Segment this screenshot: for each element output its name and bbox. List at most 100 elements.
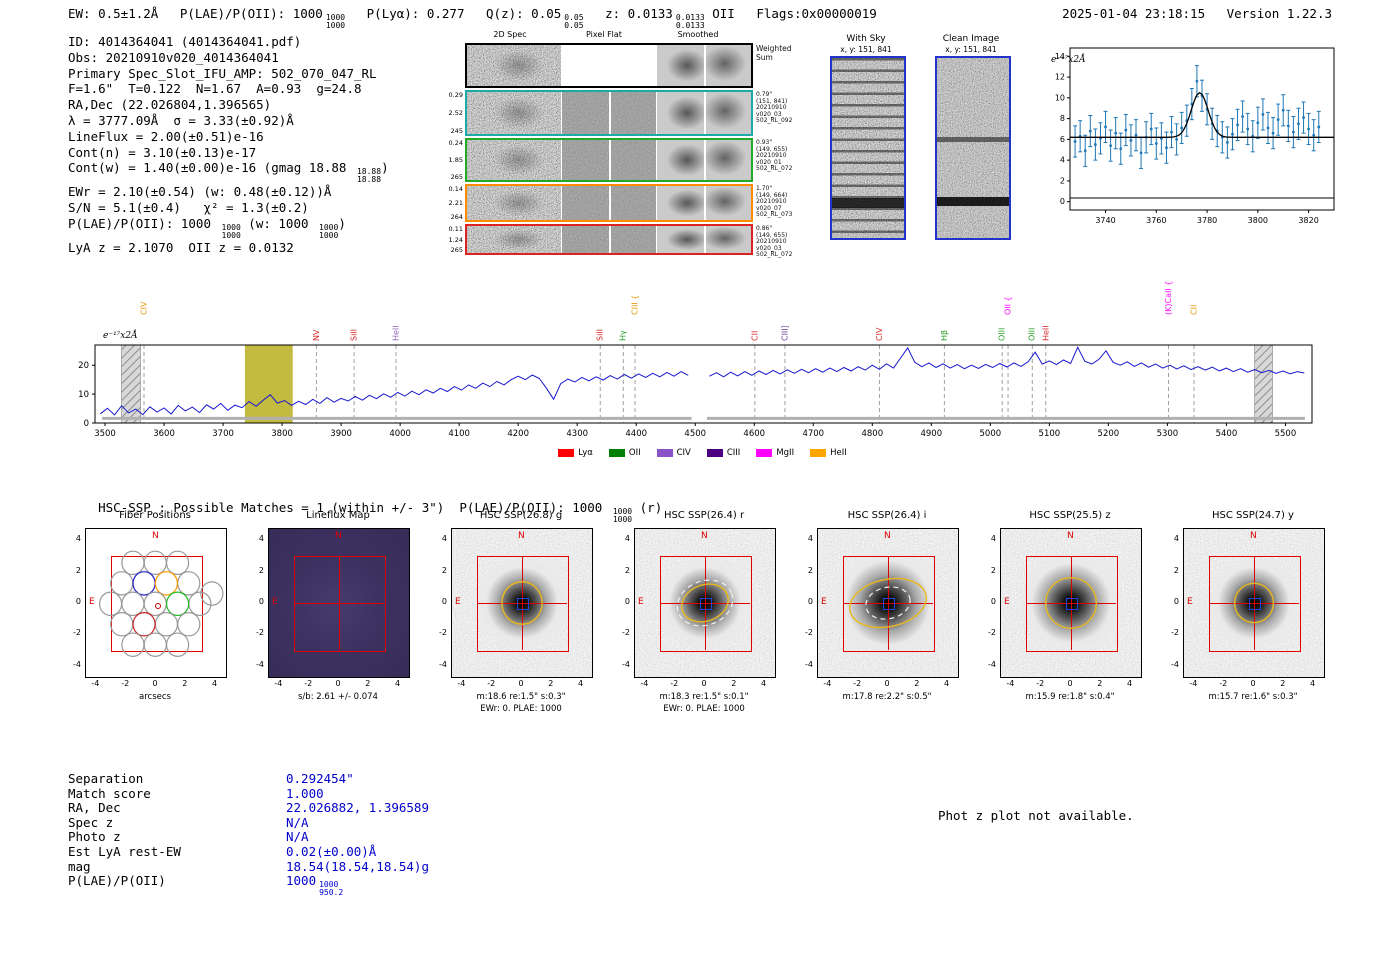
svg-text:2: 2 [1060, 176, 1065, 185]
cutout-images [465, 90, 753, 136]
east-label: E [272, 597, 278, 607]
hsc-header-pre: HSC-SSP : Possible Matches = 1 (within +… [98, 500, 610, 515]
tick-label-x: -2 [853, 679, 862, 688]
match-row: Est LyA rest-EW 0.02(±0.00)Å [68, 844, 429, 860]
tick-label-x: 2 [548, 679, 554, 688]
svg-text:4: 4 [1060, 156, 1065, 165]
spec-smudge [467, 186, 561, 220]
svg-text:10: 10 [1055, 93, 1065, 102]
crosshair-h [843, 603, 933, 604]
header-plae-stack: 1000 1000 [326, 14, 345, 30]
north-label: N [518, 531, 525, 541]
crosshair-v [888, 555, 889, 651]
tick-label-y: 0 [258, 597, 264, 606]
match-value: 1000 [286, 873, 317, 889]
svg-text:CIII {: CIII { [631, 295, 640, 315]
tick-label-y: 2 [990, 565, 996, 575]
tick-label-y: 4 [990, 534, 996, 544]
tick-label-x: -4 [274, 679, 283, 688]
cutout-row: Weighted Sum [443, 43, 811, 88]
crosshair-h [477, 603, 567, 604]
cutout-right-labels: Weighted Sum [753, 43, 811, 88]
tick-label-x: 4 [944, 679, 950, 688]
cutout-right-labels: 0.93" (149, 655) 20210910 v020_01 502_RL_072 [753, 138, 811, 182]
header-plae-text: P(LAE)/P(OII): 1000 [179, 6, 323, 21]
svg-text:OIII: OIII [998, 328, 1007, 341]
tick-label-x: 2 [731, 679, 737, 688]
noise-texture [467, 92, 561, 134]
cutout-flat [562, 186, 656, 220]
cutout-spec2d [467, 45, 561, 86]
crosshair-h [660, 603, 750, 604]
legend-label: HeII [830, 448, 847, 458]
tick-label-y: -4 [73, 659, 81, 669]
flat-divider [609, 226, 611, 253]
legend-item: MgII [756, 448, 794, 458]
svg-text:3820: 3820 [1298, 216, 1318, 225]
match-row: mag 18.54(18.54,18.54)g [68, 858, 429, 875]
east-label: E [455, 597, 461, 607]
cutout-flat [562, 92, 656, 134]
tick-label-y: -2 [256, 628, 264, 638]
tick-label-y: -4 [256, 659, 264, 669]
svg-text:3800: 3800 [271, 429, 293, 439]
cutout-meta: 502_RL_092 [756, 117, 793, 125]
svg-text:(K)CaII {: (K)CaII { [1164, 281, 1173, 315]
cutout-meta: 1.70" [756, 185, 773, 192]
east-label: E [638, 597, 644, 607]
tick-label-y: 4 [807, 534, 813, 544]
clean-image-coords: x, y: 151, 841 [945, 45, 997, 54]
match-row: Photo z N/A [68, 830, 429, 845]
cutout-row: 0.11 1.24 265 0.86" (149, 655) 20210910 v020_0… [443, 224, 811, 258]
crosshair-v [339, 555, 340, 651]
stack-lo: 1000 [612, 515, 633, 524]
cutout-meta: 502_RL_073 [756, 211, 793, 219]
tick-label-x: -2 [121, 679, 130, 688]
tick-label-y: 4 [1173, 534, 1179, 544]
tick-label-y: 0 [807, 597, 813, 606]
match-value: 18.54(18.54,18.54)g [286, 858, 429, 874]
cutout-images [465, 184, 753, 222]
east-label: E [89, 597, 95, 607]
svg-text:4500: 4500 [684, 429, 706, 439]
center-marker [700, 598, 712, 610]
svg-text:HeII: HeII [1041, 325, 1050, 341]
clean-image [935, 56, 1011, 240]
tick-label-x: -2 [1219, 679, 1228, 688]
svg-text:6: 6 [1060, 135, 1065, 144]
svg-text:CIV: CIV [875, 327, 884, 341]
line-fit-plot: 3740 3760 3780 3800 3820 0 2 4 6 8 10 12 14 [1055, 47, 1335, 225]
header-z-type: OII [712, 6, 735, 21]
crosshair-h [294, 603, 384, 604]
noise-texture [467, 45, 561, 86]
legend-swatch [810, 449, 827, 457]
tick-label-y: 2 [1173, 565, 1179, 575]
north-label: N [1250, 531, 1257, 541]
noise-texture [467, 186, 561, 220]
tick-label-y: 4 [75, 534, 81, 544]
svg-text:4000: 4000 [389, 429, 411, 439]
ellipse-overlay [501, 581, 543, 625]
cutout-meta: 502_RL_072 [756, 165, 793, 173]
tick-label-y: 4 [624, 534, 630, 544]
fiber-weight-label: 0.11 [448, 225, 463, 233]
tick-label-y: -4 [622, 659, 630, 669]
match-value: N/A [286, 829, 309, 845]
match-value: N/A [286, 814, 309, 830]
fiber-weight-label: 0.24 [448, 139, 463, 147]
north-label: N [701, 531, 708, 541]
legend-label: OII [628, 448, 641, 458]
svg-text:4800: 4800 [861, 429, 883, 439]
noise-texture [937, 58, 1009, 238]
tick-label-x: 0 [701, 679, 707, 688]
with-sky-image [830, 56, 906, 240]
svg-text:4100: 4100 [448, 429, 470, 439]
match-row: Separation 0.292454" [68, 771, 429, 787]
legend-item: CIII [706, 448, 740, 458]
cutout-meta: 502_RL_072 [756, 251, 793, 259]
fiber-weight-label: 1.85 [448, 156, 463, 164]
svg-text:4700: 4700 [802, 429, 824, 439]
